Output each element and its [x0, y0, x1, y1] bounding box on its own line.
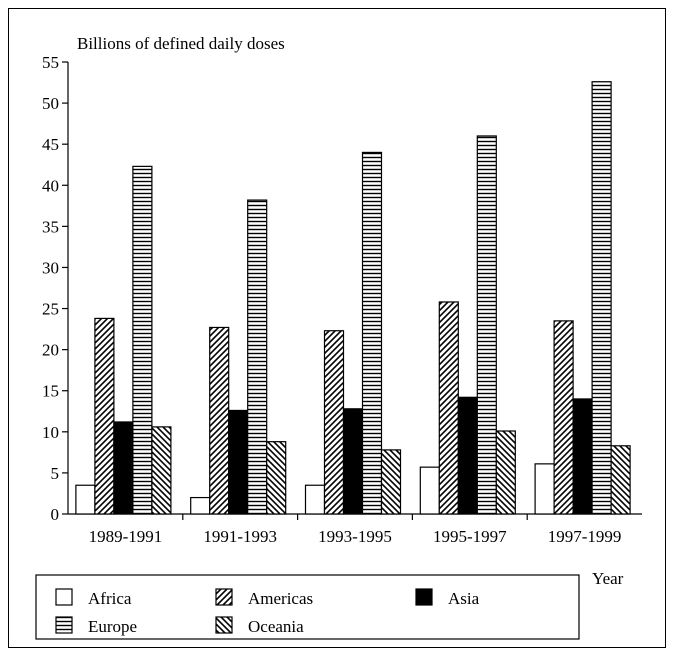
x-axis-title: Year	[592, 569, 624, 588]
bar-africa-1991-1993	[190, 496, 211, 515]
bar-oceania-1993-1995	[380, 449, 402, 515]
bar-americas-1991-1993	[209, 326, 230, 515]
bar-europe-1997-1999	[591, 81, 612, 515]
bar-americas-1989-1991	[94, 317, 115, 515]
bar-oceania-1995-1997	[495, 430, 516, 515]
legend-label: Americas	[248, 589, 313, 608]
y-axis-title: Billions of defined daily doses	[77, 34, 285, 53]
legend-label: Africa	[88, 589, 132, 608]
legend-box	[35, 574, 580, 640]
bar-americas-1993-1995	[323, 330, 345, 515]
y-tick-label: 40	[42, 176, 59, 195]
y-tick-label: 50	[42, 94, 59, 113]
legend-label: Asia	[448, 589, 480, 608]
legend-swatch-europe	[55, 616, 73, 634]
y-tick-label: 10	[42, 423, 59, 442]
y-tick-label: 5	[51, 464, 60, 483]
bar-europe-1995-1997	[476, 135, 497, 515]
bar-asia-1991-1993	[228, 409, 249, 515]
bar-europe-1993-1995	[361, 151, 383, 515]
bars	[75, 81, 631, 515]
y-tick-label: 45	[42, 135, 59, 154]
bar-africa-1997-1999	[534, 463, 555, 515]
bar-americas-1997-1999	[553, 320, 574, 515]
x-tick-label: 1989-1991	[89, 527, 163, 546]
bar-asia-1997-1999	[572, 398, 593, 515]
bar-africa-1993-1995	[304, 484, 326, 515]
y-axis: 0 5 10 15 20 25 30 35 40 45 50 55	[42, 53, 69, 524]
legend-swatch-africa	[55, 588, 73, 606]
y-tick-label: 20	[42, 341, 59, 360]
bar-africa-1989-1991	[75, 484, 96, 515]
x-axis: 1989-1991 1991-1993 1993-1995 1995-1997 1997…	[68, 513, 642, 546]
bar-europe-1989-1991	[132, 165, 153, 515]
x-tick-label: 1991-1993	[203, 527, 277, 546]
x-tick-label: 1995-1997	[433, 527, 507, 546]
y-tick-label: 25	[42, 300, 59, 319]
y-tick-label: 0	[51, 505, 60, 524]
legend-swatch-oceania	[215, 616, 233, 634]
bar-oceania-1991-1993	[266, 441, 287, 515]
y-tick-label: 55	[42, 53, 59, 72]
legend-label: Europe	[88, 617, 137, 636]
x-tick-label: 1993-1995	[318, 527, 392, 546]
legend: Africa Americas Asia Europe Oceania	[35, 574, 580, 640]
bar-oceania-1989-1991	[151, 426, 172, 515]
bar-asia-1995-1997	[457, 396, 478, 515]
legend-label: Oceania	[248, 617, 304, 636]
bar-asia-1989-1991	[113, 421, 134, 515]
bar-asia-1993-1995	[342, 408, 364, 515]
x-tick-label: 1997-1999	[548, 527, 622, 546]
bar-africa-1995-1997	[419, 466, 440, 515]
legend-swatch-americas	[215, 588, 233, 606]
y-tick-label: 35	[42, 217, 59, 236]
y-tick-label: 15	[42, 382, 59, 401]
y-tick-label: 30	[42, 258, 59, 277]
legend-swatch-asia	[415, 588, 433, 606]
bar-europe-1991-1993	[247, 199, 268, 515]
bar-americas-1995-1997	[438, 301, 459, 515]
bar-oceania-1997-1999	[610, 445, 631, 515]
